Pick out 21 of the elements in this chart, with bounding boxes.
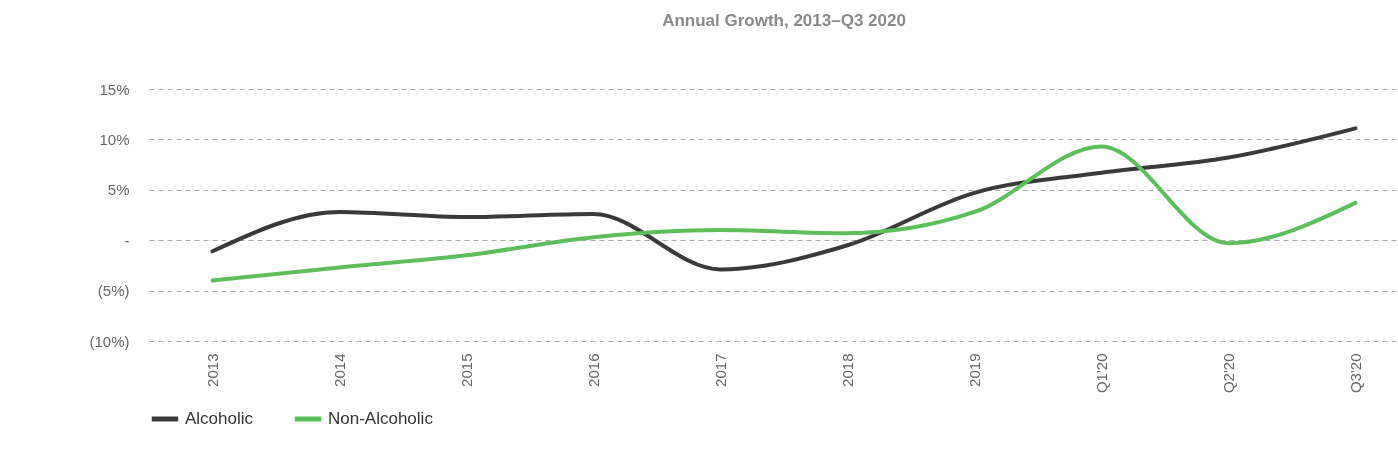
x-tick-label: 2017 [712,353,729,387]
x-tick-label: Q3'20 [1347,353,1364,394]
legend-label: Non-Alcoholic [328,409,434,428]
x-tick-label: 2016 [585,353,602,387]
y-tick-label: (10%) [89,332,130,350]
y-tick-label: 5% [107,181,130,199]
x-tick-label: 2014 [331,353,348,387]
x-tick-label: 2013 [204,353,221,387]
line-series [210,126,1358,272]
x-tick-label: Q1'20 [1093,353,1110,394]
line-series [210,144,1358,283]
y-tick-label: - [124,231,130,249]
x-tick-label: 2019 [966,353,983,387]
y-tick-label: 10% [99,130,130,148]
y-tick-label: 15% [99,80,130,98]
x-tick-label: 2015 [458,353,475,387]
legend-label: Alcoholic [185,409,254,428]
y-tick-label: (5%) [97,282,130,300]
chart-title: Annual Growth, 2013–Q3 2020 [662,11,906,30]
x-tick-label: 2018 [839,353,856,387]
x-tick-label: Q2'20 [1220,353,1237,394]
